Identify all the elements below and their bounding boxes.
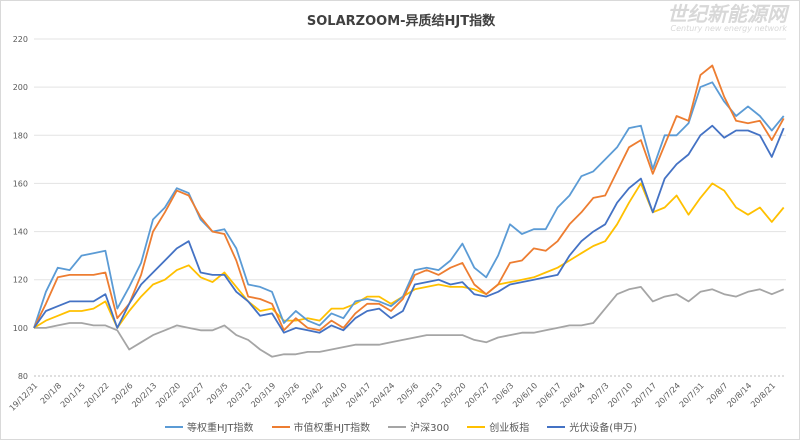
legend-swatch (467, 425, 486, 428)
x-tick-label: 20/7/31 (678, 381, 706, 409)
series-line-3 (33, 182, 785, 329)
x-tick-label: 20/4/10 (321, 381, 349, 409)
legend-item: 市值权重HJT指数 (271, 419, 371, 434)
watermark-en: Century new energy network (670, 24, 787, 33)
x-tick-label: 20/4/17 (344, 381, 372, 409)
series-line-0 (33, 81, 785, 329)
x-tick-label: 20/7/17 (630, 381, 658, 409)
legend-item: 等权重HJT指数 (164, 419, 254, 434)
x-tick-label: 20/6/24 (559, 381, 587, 409)
legend: 等权重HJT指数 市值权重HJT指数 沪深300 创业板指 光伏设备(申万) (1, 419, 799, 434)
y-tick-label: 220 (13, 35, 28, 44)
x-tick-label: 20/5/13 (416, 381, 444, 409)
x-tick-label: 20/3/12 (225, 381, 253, 409)
legend-label: 创业板指 (489, 423, 530, 434)
y-tick-label: 160 (13, 179, 28, 188)
x-tick-label: 20/6/10 (511, 381, 539, 409)
x-tick-label: 20/2/27 (178, 381, 206, 409)
legend-item: 光伏设备(申万) (547, 419, 637, 434)
x-tick-label: 20/3/19 (249, 381, 277, 409)
y-tick-label: 120 (13, 276, 28, 285)
legend-swatch (271, 425, 290, 428)
chart-title: SOLARZOOM-异质结HJT指数 (306, 14, 496, 29)
y-tick-label: 140 (13, 228, 28, 237)
legend-item: 创业板指 (467, 419, 529, 434)
x-tick-label: 20/1/15 (59, 381, 87, 409)
x-tick-label: 20/5/20 (440, 381, 468, 409)
x-tick-label: 20/4/24 (368, 381, 396, 409)
legend-item: 沪深300 (388, 419, 449, 434)
legend-label: 光伏设备(申万) (569, 423, 638, 434)
watermark-logo: 世纪新能源网 Century new energy network (667, 3, 787, 34)
x-tick-label: 19/12/31 (8, 381, 40, 413)
legend-swatch (547, 425, 566, 428)
y-tick-label: 80 (18, 372, 28, 381)
series-line-2 (34, 285, 785, 358)
x-tick-label: 20/8/14 (725, 381, 753, 409)
x-tick-label: 20/2/13 (130, 381, 158, 409)
legend-label: 等权重HJT指数 (186, 423, 254, 434)
legend-swatch (388, 425, 407, 428)
legend-label: 市值权重HJT指数 (293, 423, 371, 434)
series-line-4 (33, 124, 785, 334)
watermark-cn: 世纪新能源网 (667, 2, 787, 26)
x-tick-label: 20/5/27 (463, 381, 491, 409)
legend-label: 沪深300 (410, 423, 450, 434)
x-tick-label: 20/1/22 (83, 381, 111, 409)
x-tick-label: 20/8/21 (749, 381, 777, 409)
x-tick-label: 20/2/20 (154, 381, 182, 409)
y-tick-label: 200 (13, 83, 28, 92)
y-tick-label: 100 (13, 324, 28, 333)
legend-swatch (164, 425, 183, 428)
x-tick-label: 20/3/26 (273, 381, 301, 409)
y-tick-label: 180 (13, 131, 28, 140)
x-tick-label: 20/6/17 (535, 381, 563, 409)
x-tick-label: 20/7/24 (654, 381, 682, 409)
x-tick-label: 20/7/10 (606, 381, 634, 409)
series-line-1 (33, 64, 785, 332)
